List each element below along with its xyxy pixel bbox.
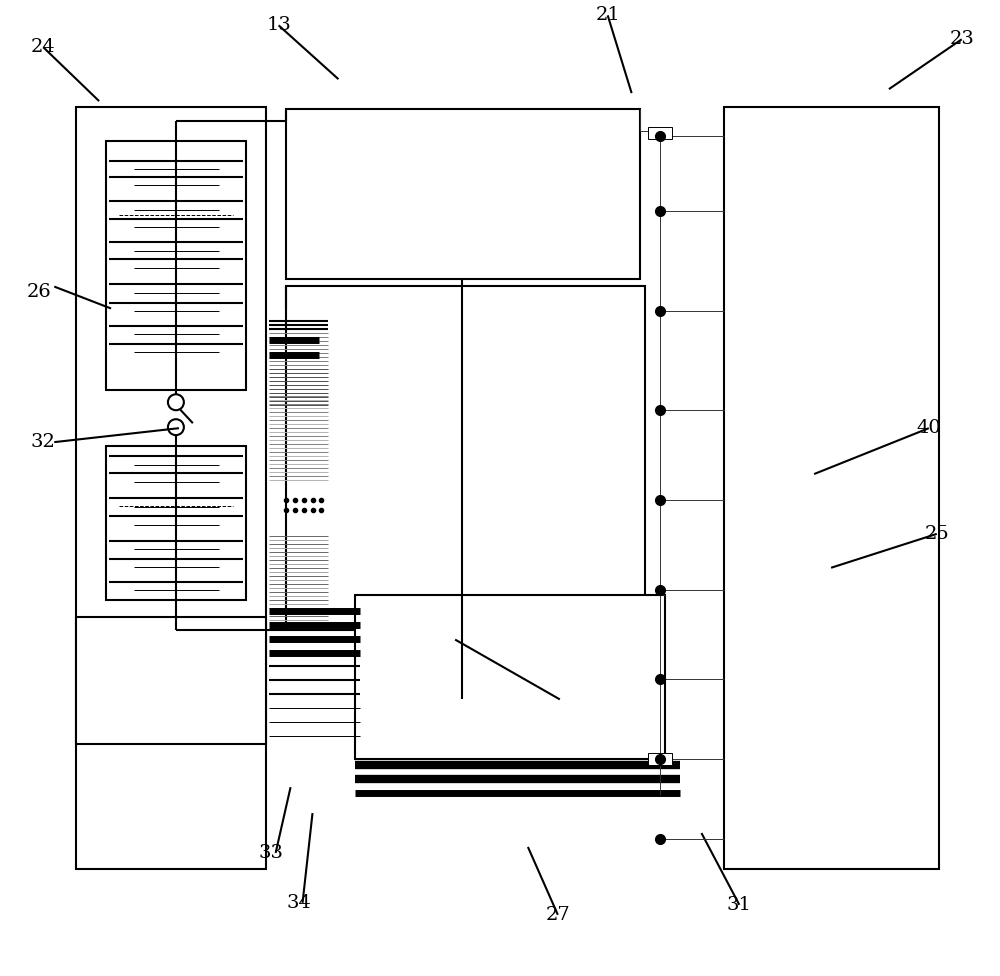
Text: 23: 23: [949, 30, 974, 48]
Bar: [648, 753, 672, 765]
Text: 34: 34: [286, 894, 311, 912]
Bar: [496, 630, 518, 642]
Bar: [76, 107, 266, 869]
Text: 40: 40: [916, 419, 941, 437]
Text: 26: 26: [27, 283, 52, 301]
Bar: [355, 594, 665, 759]
Bar: [286, 109, 640, 278]
Bar: [724, 107, 939, 869]
Bar: [455, 639, 560, 700]
Bar: [286, 286, 645, 630]
Text: 31: 31: [727, 896, 752, 914]
Bar: [106, 141, 246, 390]
Bar: [648, 127, 672, 139]
Bar: [76, 617, 266, 745]
Text: 33: 33: [258, 844, 283, 862]
Text: 24: 24: [31, 38, 56, 57]
Text: 21: 21: [595, 7, 620, 24]
Bar: [106, 446, 246, 599]
Text: 25: 25: [924, 525, 949, 543]
Text: 13: 13: [266, 17, 291, 34]
Text: 27: 27: [545, 906, 570, 923]
Text: 32: 32: [31, 433, 56, 451]
